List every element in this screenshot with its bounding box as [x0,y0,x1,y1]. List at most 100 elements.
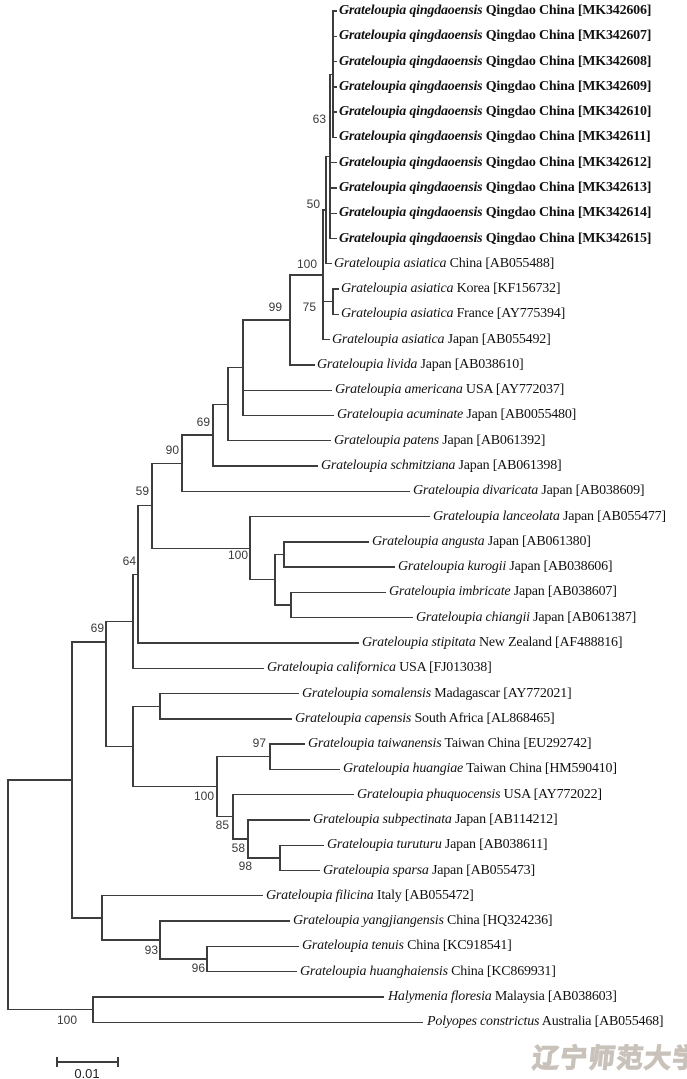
tree-branch-horizontal [329,162,337,164]
taxon-label: Grateloupia americana USA [AY772037] [335,382,565,398]
tree-branch-horizontal [329,212,337,214]
tree-branch-horizontal [332,10,337,12]
university-watermark: 辽宁师范大学 [531,1042,687,1073]
tree-branch-vertical [105,620,107,748]
bootstrap-value: 100 [227,548,248,562]
taxon-label: Grateloupia huanghaiensis China [KC86993… [300,963,556,979]
tree-branch-horizontal [206,945,299,948]
scale-bar-label: 0.01 [74,1066,100,1079]
taxon-label: Grateloupia schmitziana Japan [AB061398] [321,458,562,474]
bootstrap-value: 64 [122,554,136,568]
tree-branch-horizontal [290,591,386,594]
tree-branch-horizontal [137,505,153,507]
tree-branch-horizontal [232,794,354,796]
taxon-label: Grateloupia acuminate Japan [AB0055480] [337,407,577,423]
scale-bar-line [57,1061,118,1063]
bootstrap-value: 100 [296,257,317,271]
tree-branch-horizontal [159,958,208,960]
tree-branch-horizontal [227,367,244,369]
tree-branch-horizontal [332,111,337,113]
bootstrap-value: 75 [302,300,316,314]
tree-branch-horizontal [132,786,218,788]
bootstrap-value: 93 [144,943,158,957]
taxon-label: Grateloupia livida Japan [AB038610] [317,356,524,372]
taxon-label: Grateloupia qingdaoensis Qingdao China [… [339,179,652,195]
tree-branch-horizontal [227,440,331,442]
bootstrap-value: 100 [56,1013,77,1027]
taxon-label: Grateloupia angusta Japan [AB061380] [372,533,591,549]
taxon-label: Grateloupia qingdaoensis Qingdao China [… [339,129,651,145]
taxon-label: Grateloupia qingdaoensis Qingdao China [… [339,205,652,221]
tree-branch-horizontal [325,263,332,265]
taxon-label: Polyopes constrictus Australia [AB055468… [427,1014,664,1030]
taxon-label: Grateloupia divaricata Japan [AB038609] [413,483,645,499]
tree-branch-horizontal [289,364,315,366]
tree-branch-horizontal [101,895,263,897]
bootstrap-value: 85 [215,818,229,832]
taxon-label: Grateloupia sparsa Japan [AB055473] [323,862,535,878]
tree-branch-horizontal [232,838,249,840]
taxon-label: Grateloupia asiatica Korea [KF156732] [341,281,561,297]
taxon-label: Grateloupia qingdaoensis Qingdao China [… [339,104,652,120]
tree-branch-horizontal [322,338,330,341]
tree-branch-horizontal [332,136,337,139]
tree-branch-horizontal [332,60,337,63]
taxon-label: Grateloupia stipitata New Zealand [AF488… [362,635,623,650]
tree-branch-horizontal [212,403,229,405]
bootstrap-value: 63 [312,112,326,126]
scale-bar-left-tick [56,1057,58,1067]
taxon-label: Grateloupia qingdaoensis Qingdao China [… [339,154,652,170]
tree-branch-horizontal [332,86,337,88]
tree-branch-horizontal [289,274,324,276]
tree-branch-horizontal [290,617,413,619]
tree-branch-horizontal [137,642,359,644]
tree-branch-horizontal [332,313,339,316]
bootstrap-value: 97 [252,736,266,750]
scale-bar-right-tick [117,1057,119,1067]
tree-branch-horizontal [283,566,395,568]
taxon-label: Grateloupia chiangii Japan [AB061387] [416,609,637,625]
tree-branch-horizontal [159,692,299,695]
taxon-label: Grateloupia qingdaoensis Qingdao China [… [339,28,652,44]
taxon-label: Grateloupia tenuis China [KC918541] [302,938,512,954]
bootstrap-value: 58 [231,841,245,855]
tree-branch-horizontal [212,465,318,467]
tree-branch-horizontal [247,857,281,859]
tree-branch-horizontal [329,187,337,189]
tree-branch-horizontal [249,515,430,518]
tree-branch-horizontal [159,920,290,922]
taxon-label: Grateloupia capensis South Africa [AL868… [295,710,555,726]
tree-branch-horizontal [325,155,331,158]
tree-branch-horizontal [247,819,310,821]
tree-branch-horizontal [7,1008,94,1011]
taxon-label: Grateloupia qingdaoensis Qingdao China [… [339,230,652,246]
taxon-label: Grateloupia asiatica China [AB055488] [334,255,555,271]
taxon-label: Grateloupia taiwanensis Taiwan China [EU… [308,736,592,752]
tree-branch-horizontal [105,745,134,748]
bootstrap-value: 96 [191,961,205,975]
taxon-label: Grateloupia patens Japan [AB061392] [334,432,546,448]
tree-branch-horizontal [216,756,271,758]
bootstrap-value: 59 [135,484,149,498]
taxon-label: Grateloupia imbricate Japan [AB038607] [389,584,617,600]
tree-branch-horizontal [105,620,134,622]
tree-branch-horizontal [181,490,410,492]
tree-branch-horizontal [159,718,292,720]
tree-branch-horizontal [332,288,339,290]
tree-branch-horizontal [206,970,297,973]
taxon-label: Grateloupia qingdaoensis Qingdao China [… [339,53,652,69]
tree-branch-horizontal [329,73,334,75]
tree-branch-horizontal [329,237,337,240]
tree-branch-horizontal [132,573,139,576]
tree-branch-horizontal [101,939,161,941]
taxon-label: Grateloupia somalensis Madagascar [AY772… [302,685,572,701]
tree-branch-horizontal [216,816,234,818]
tree-branch-horizontal [269,743,305,745]
tree-branch-horizontal [132,667,264,669]
taxon-label: Grateloupia kurogii Japan [AB038606] [398,559,613,575]
tree-branch-horizontal [249,579,276,581]
taxon-label: Grateloupia huangiae Taiwan China [HM590… [343,761,617,777]
bootstrap-value: 100 [193,789,214,803]
taxon-label: Grateloupia asiatica Japan [AB055492] [332,331,551,347]
